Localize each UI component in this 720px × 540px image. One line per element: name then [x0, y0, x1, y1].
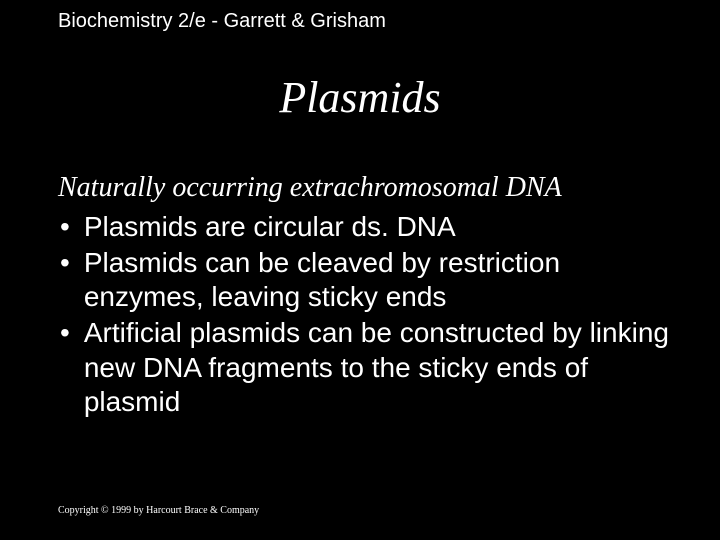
- slide-header: Biochemistry 2/e - Garrett & Grisham: [58, 10, 386, 33]
- bullet-icon: •: [58, 210, 84, 244]
- bullet-icon: •: [58, 316, 84, 418]
- list-item: • Plasmids are circular ds. DNA: [58, 210, 672, 244]
- list-item: • Artificial plasmids can be constructed…: [58, 316, 672, 418]
- slide-body: Naturally occurring extrachromosomal DNA…: [58, 172, 672, 421]
- slide-title: Plasmids: [0, 72, 720, 123]
- bullet-list: • Plasmids are circular ds. DNA • Plasmi…: [58, 210, 672, 419]
- bullet-text: Artificial plasmids can be constructed b…: [84, 316, 672, 418]
- slide-subtitle: Naturally occurring extrachromosomal DNA: [58, 172, 672, 204]
- bullet-text: Plasmids are circular ds. DNA: [84, 210, 672, 244]
- bullet-text: Plasmids can be cleaved by restriction e…: [84, 246, 672, 314]
- copyright-footer: Copyright © 1999 by Harcourt Brace & Com…: [58, 505, 259, 516]
- bullet-icon: •: [58, 246, 84, 314]
- list-item: • Plasmids can be cleaved by restriction…: [58, 246, 672, 314]
